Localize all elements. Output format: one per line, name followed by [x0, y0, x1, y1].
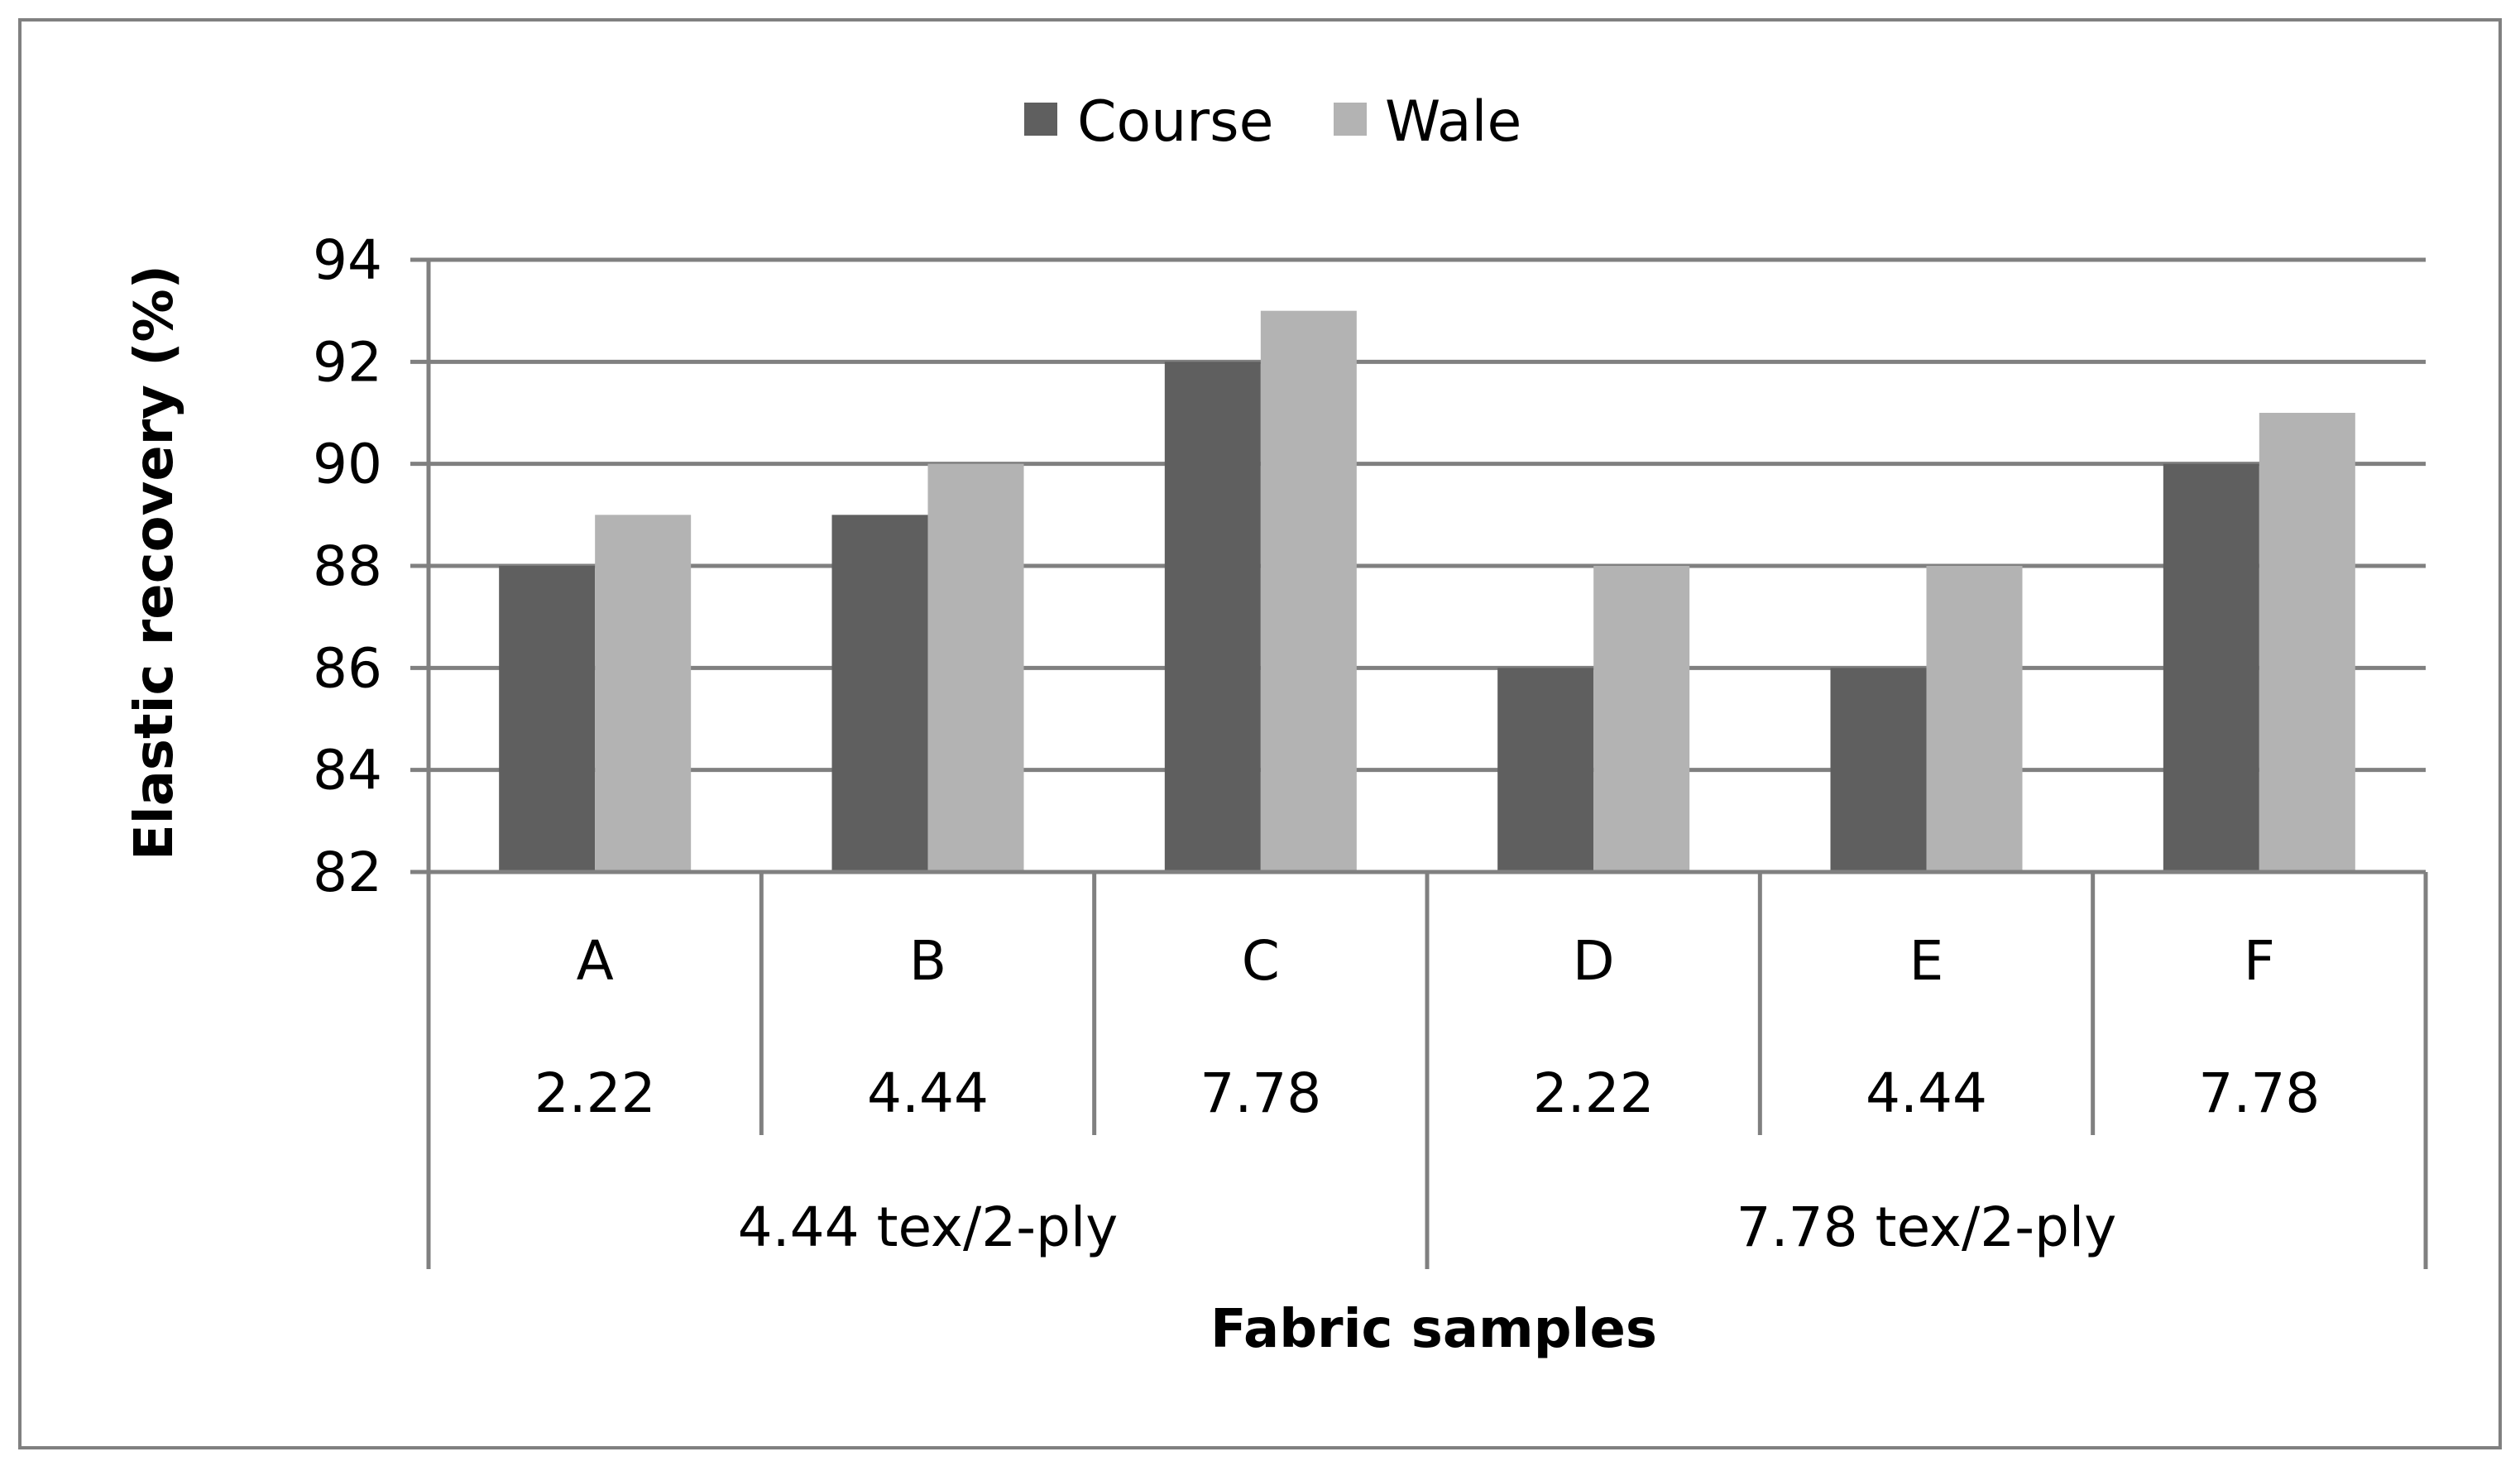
x-axis-title: Fabric samples: [1210, 1299, 1657, 1360]
bar-wale-E: [1926, 566, 2023, 872]
bars: [410, 310, 2426, 874]
subcategory-label-E: 4.44: [1866, 1061, 1987, 1125]
bar-wale-F: [2259, 413, 2355, 872]
y-tick-label-94: 94: [313, 228, 382, 292]
legend-swatch-wale: [1334, 103, 1367, 136]
subcategory-label-F: 7.78: [2198, 1061, 2320, 1125]
y-tick-label-92: 92: [313, 330, 382, 394]
category-labels: A 2.22 B 4.44 C 7.78 D 2.22 E 4.44 F 7.78 4.44 tex/2…: [534, 929, 2321, 1259]
y-tick-labels: 82 84 86 88 90 92 94: [313, 228, 382, 904]
y-tick-label-90: 90: [313, 433, 382, 496]
bar-course-B: [831, 515, 928, 872]
category-label-E: E: [1909, 929, 1944, 993]
bar-wale-A: [595, 515, 692, 872]
category-label-D: D: [1573, 929, 1615, 993]
subcategory-label-B: 4.44: [867, 1061, 989, 1125]
legend-label-wale: Wale: [1385, 89, 1521, 155]
bar-wale-C: [1260, 310, 1357, 873]
group-label-1: 7.78 tex/2-ply: [1737, 1195, 2117, 1259]
subcategory-label-A: 2.22: [534, 1061, 656, 1125]
legend: Course Wale: [1024, 89, 1521, 155]
subcategory-label-C: 7.78: [1200, 1061, 1321, 1125]
category-label-A: A: [577, 929, 614, 993]
bar-course-A: [499, 566, 596, 872]
bar-wale-D: [1593, 566, 1690, 872]
y-axis-title: Elastic recovery (%): [124, 265, 185, 860]
bar-course-D: [1497, 668, 1594, 872]
group-label-0: 4.44 tex/2-ply: [738, 1195, 1119, 1259]
bar-course-E: [1830, 668, 1927, 872]
y-tick-label-84: 84: [313, 739, 382, 802]
y-tick-label-88: 88: [313, 534, 382, 598]
bar-wale-B: [927, 463, 1024, 872]
y-tick-label-82: 82: [313, 841, 382, 904]
subcategory-label-D: 2.22: [1533, 1061, 1655, 1125]
legend-label-course: Course: [1077, 89, 1273, 155]
y-tick-label-86: 86: [313, 636, 382, 700]
category-label-F: F: [2244, 929, 2275, 993]
category-label-C: C: [1242, 929, 1280, 993]
category-table: [426, 872, 2428, 1269]
bar-course-C: [1164, 362, 1261, 872]
legend-swatch-course: [1024, 103, 1057, 136]
category-label-B: B: [909, 929, 946, 993]
bar-course-F: [2163, 463, 2259, 872]
